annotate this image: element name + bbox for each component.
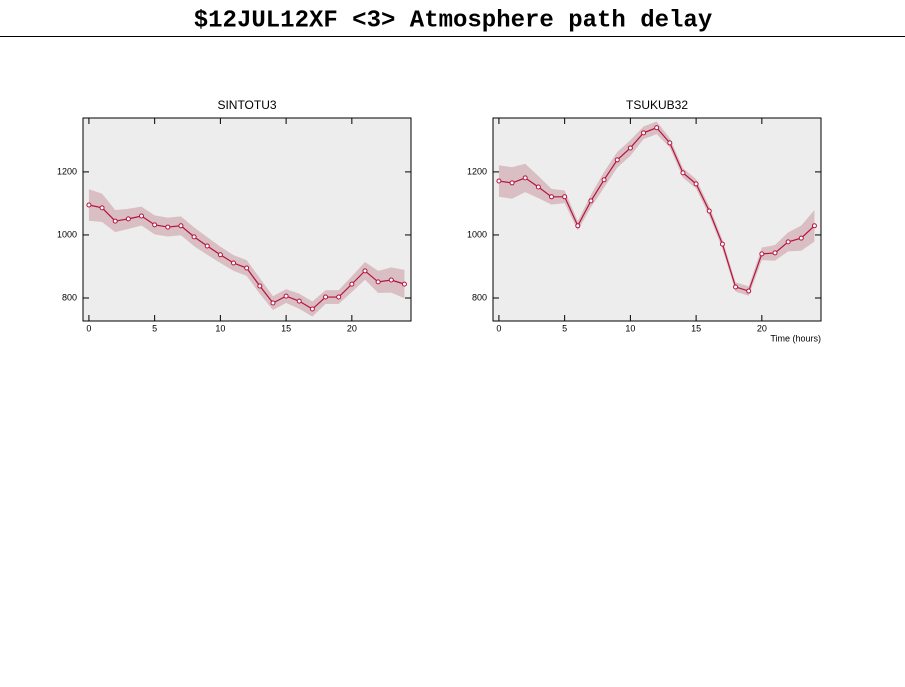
data-point (601, 177, 607, 183)
data-point (667, 140, 673, 146)
data-point (283, 293, 289, 299)
data-point (759, 251, 765, 257)
y-tick-label: 800 (62, 292, 77, 302)
data-point (309, 306, 315, 312)
error-band (88, 189, 405, 317)
data-point (575, 223, 581, 229)
x-tick-label: 0 (496, 323, 501, 333)
y-tick-label: 1000 (467, 229, 487, 239)
data-point (152, 222, 158, 228)
x-axis-label: Time (hours) (770, 333, 821, 343)
data-point (296, 298, 302, 304)
x-tick-label: 10 (625, 323, 635, 333)
data-point (191, 234, 197, 240)
data-point (785, 239, 791, 245)
data-point (588, 198, 594, 204)
data-point (746, 288, 752, 294)
data-point (257, 283, 263, 289)
data-point (522, 175, 528, 181)
data-point (401, 281, 407, 287)
y-tick-label: 1000 (57, 229, 77, 239)
data-point (535, 184, 541, 190)
data-point (323, 294, 329, 300)
data-point (680, 170, 686, 176)
chart-title: SINTOTU3 (217, 98, 276, 112)
data-point (178, 223, 184, 229)
data-point (719, 241, 725, 247)
data-point (772, 250, 778, 256)
data-point (654, 125, 660, 131)
data-point (217, 252, 223, 258)
plot-frame (492, 117, 822, 322)
data-point (388, 277, 394, 283)
data-point (86, 202, 92, 208)
data-point (496, 178, 502, 184)
data-point (798, 235, 804, 241)
data-point (165, 224, 171, 230)
x-tick-label: 20 (347, 323, 357, 333)
data-point (362, 268, 368, 274)
data-point (562, 194, 568, 200)
data-point (139, 213, 145, 219)
x-tick-label: 15 (281, 323, 291, 333)
y-tick-label: 800 (472, 292, 487, 302)
data-point (231, 260, 237, 266)
data-point (336, 294, 342, 300)
x-tick-label: 5 (562, 323, 567, 333)
data-point (627, 145, 633, 151)
y-tick-label: 1200 (57, 166, 77, 176)
plot-area (493, 118, 821, 321)
y-tick-label: 1200 (467, 166, 487, 176)
data-point (693, 181, 699, 187)
data-point (509, 180, 515, 186)
data-point (349, 281, 355, 287)
x-tick-label: 10 (215, 323, 225, 333)
data-point (549, 194, 555, 200)
x-tick-label: 0 (86, 323, 91, 333)
data-point (125, 216, 131, 222)
data-point (270, 300, 276, 306)
data-point (375, 279, 381, 285)
x-tick-label: 15 (691, 323, 701, 333)
x-tick-label: 20 (757, 323, 767, 333)
data-point (811, 223, 817, 229)
data-point (204, 243, 210, 249)
data-point (641, 130, 647, 136)
page-title: $12JUL12XF <3> Atmosphere path delay (194, 7, 712, 34)
data-point (706, 208, 712, 214)
data-point (733, 284, 739, 290)
plot-frame (82, 117, 412, 322)
chart-title: TSUKUB32 (626, 98, 688, 112)
data-point (99, 205, 105, 211)
x-tick-label: 5 (152, 323, 157, 333)
data-point (244, 265, 250, 271)
data-point (614, 157, 620, 163)
data-point (112, 218, 118, 224)
